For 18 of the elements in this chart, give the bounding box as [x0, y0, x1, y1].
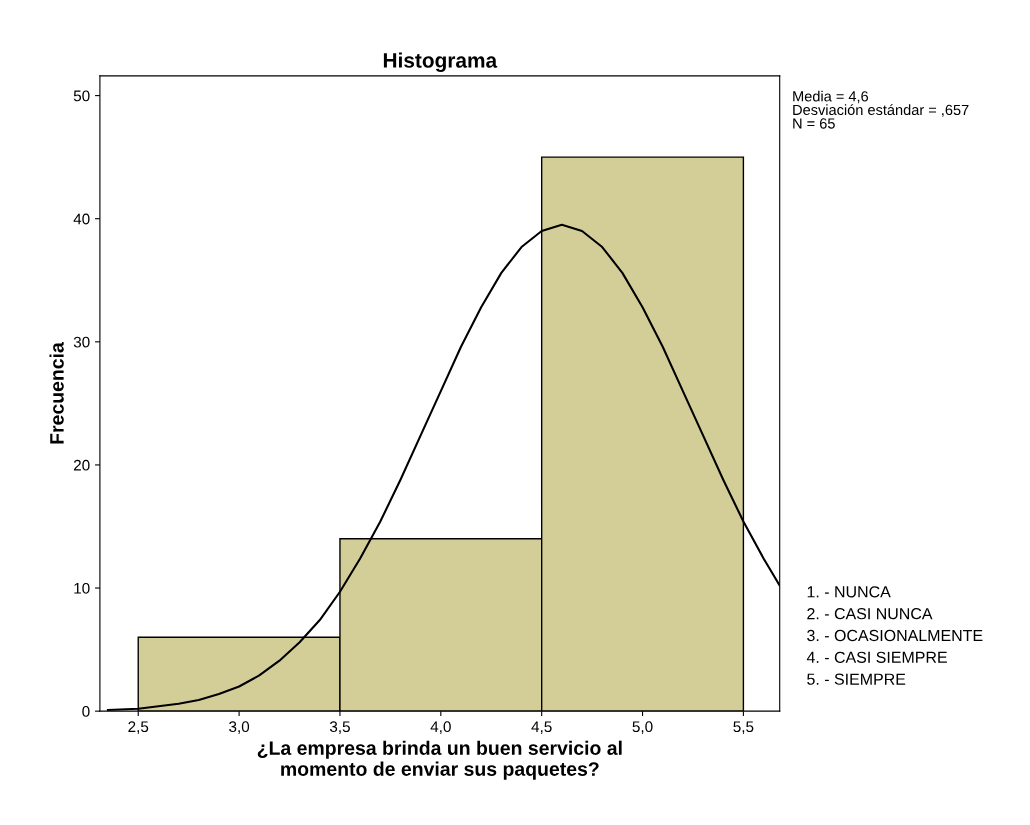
- y-axis-title: Frecuencia: [49, 342, 64, 444]
- x-tick-label: 5,0: [632, 721, 653, 734]
- y-tick-label: 20: [73, 459, 90, 471]
- y-tick-label: 40: [73, 213, 90, 225]
- y-tick-label: 30: [73, 336, 90, 348]
- y-tick-label: 50: [73, 90, 90, 102]
- text: Media = 4,6 Desviación estándar = ,657 N = 65: [793, 90, 969, 129]
- x-tick-label: 3,5: [329, 721, 350, 734]
- y-tick-label: 10: [74, 582, 90, 594]
- x-tick-label: 3,0: [229, 721, 250, 734]
- y-tick-label: 0: [82, 706, 90, 717]
- x-tick-label: 5,5: [733, 721, 754, 734]
- x-tick-label: 4,0: [430, 721, 451, 734]
- x-tick-label: 2,5: [128, 721, 149, 734]
- x-tick-label: 4,5: [531, 721, 552, 734]
- chart-title: Histograma: [383, 52, 498, 72]
- x-axis-title: ¿La empresa brinda un buen servicio al momento de enviar sus paquetes?: [257, 740, 622, 780]
- text: 1. - NUNCA 2. - CASI NUNCA 3. - OCASIONALMENTE 4. - CASI SIEMPRE 5. - SIEMPRE: [806, 586, 983, 685]
